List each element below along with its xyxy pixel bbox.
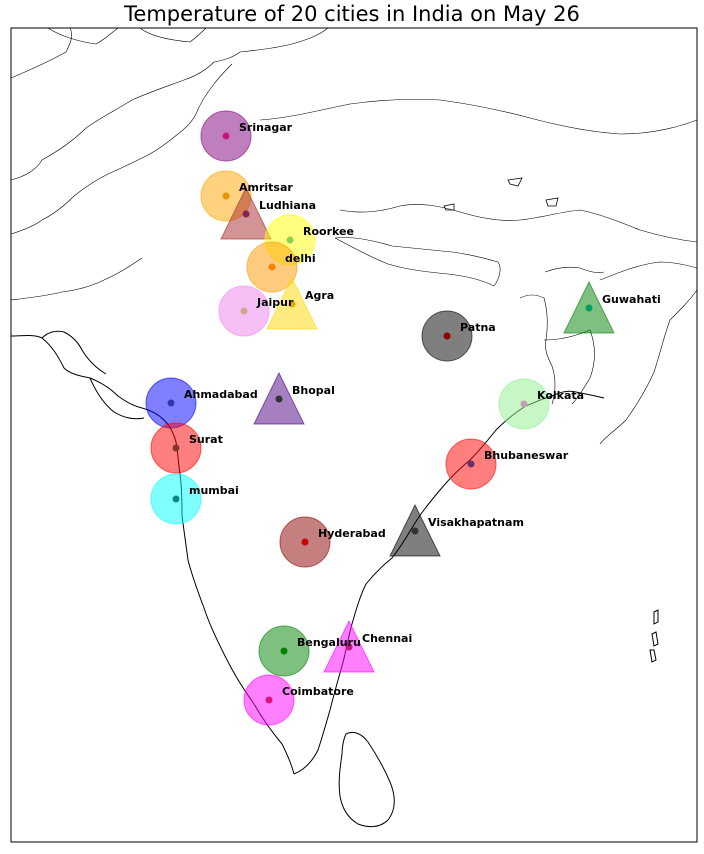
jaipur-dot: [240, 307, 248, 315]
surat-dot: [172, 444, 180, 452]
roorkee-dot: [286, 236, 294, 244]
visakhapatnam-label: Visakhapatnam: [428, 516, 524, 529]
bengaluru-label: Bengaluru: [297, 636, 361, 649]
bengaluru-dot: [280, 647, 288, 655]
srinagar-label: Srinagar: [239, 121, 293, 134]
ludhiana-label: Ludhiana: [259, 199, 316, 212]
patna-dot: [443, 332, 451, 340]
bhubaneswar-dot: [467, 460, 475, 468]
ludhiana-dot: [242, 210, 250, 218]
ahmadabad-label: Ahmadabad: [184, 388, 258, 401]
kolkata-dot: [520, 400, 528, 408]
bhubaneswar-label: Bhubaneswar: [484, 449, 569, 462]
hyderabad-dot: [301, 538, 309, 546]
guwahati-dot: [585, 304, 593, 312]
visakhapatnam-dot: [411, 527, 419, 535]
hyderabad-label: Hyderabad: [318, 527, 386, 540]
patna-label: Patna: [460, 321, 496, 334]
bhopal-dot: [275, 395, 283, 403]
mumbai-dot: [172, 495, 180, 503]
chennai-label: Chennai: [362, 632, 412, 645]
roorkee-label: Roorkee: [303, 225, 354, 238]
chennai-dot: [345, 643, 353, 651]
kolkata-label: Kolkata: [537, 389, 584, 402]
map-frame: [10, 27, 698, 843]
country-borders: [10, 27, 698, 445]
delhi-label: delhi: [285, 252, 316, 265]
map-title: Temperature of 20 cities in India on May…: [124, 2, 580, 26]
jaipur-label: Jaipur: [256, 296, 294, 309]
ahmadabad-dot: [167, 399, 175, 407]
mumbai-label: mumbai: [189, 484, 239, 497]
agra-dot: [288, 300, 296, 308]
delhi-dot: [268, 263, 276, 271]
bhopal-label: Bhopal: [292, 384, 335, 397]
amritsar-dot: [222, 192, 230, 200]
coastline: [10, 330, 659, 828]
guwahati-label: Guwahati: [602, 293, 661, 306]
surat-label: Surat: [189, 433, 223, 446]
agra-label: Agra: [305, 289, 334, 302]
amritsar-label: Amritsar: [239, 181, 293, 194]
coimbatore-label: Coimbatore: [282, 685, 354, 698]
srinagar-dot: [222, 132, 230, 140]
coimbatore-dot: [265, 696, 273, 704]
tibet-lakes: [443, 177, 559, 211]
